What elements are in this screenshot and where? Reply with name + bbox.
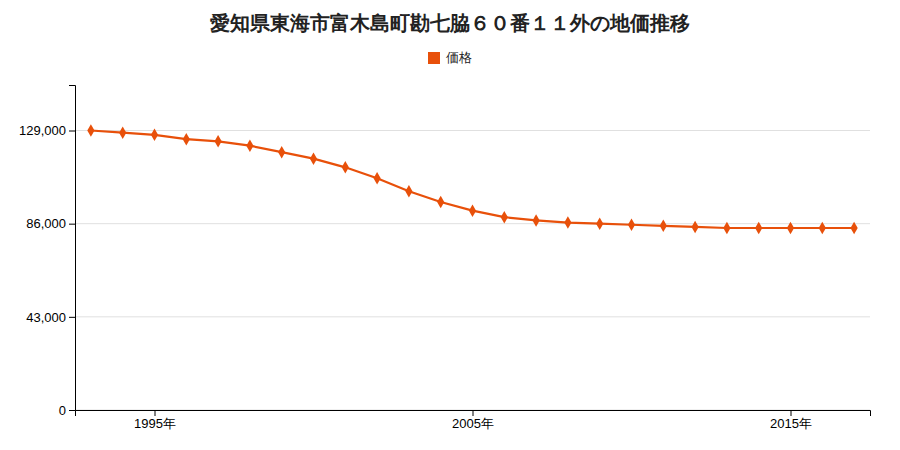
grid-line (75, 316, 870, 317)
point (660, 220, 667, 232)
point (501, 211, 508, 223)
tick: 86,000 (26, 216, 75, 231)
tick-mark (473, 410, 474, 416)
tick-label: 43,000 (26, 309, 66, 324)
tick-label: 2005年 (452, 416, 494, 431)
point (628, 219, 635, 231)
title: 愛知県東海市富木島町勘七脇６０番１１外の地価推移 (210, 11, 690, 35)
point (310, 152, 317, 164)
axis-line (69, 86, 76, 411)
x-axis: 1995年 2005年 2015年 (76, 410, 871, 431)
tick-label: 0 (59, 403, 66, 418)
point (373, 172, 380, 184)
point (691, 221, 698, 233)
line (91, 131, 854, 229)
point (850, 222, 857, 234)
y-axis: 0 43,000 86,000 129,000 (19, 86, 76, 418)
axis-line (76, 411, 871, 417)
grid (75, 131, 870, 411)
point (819, 222, 826, 234)
point (787, 222, 794, 234)
tick-label: 86,000 (26, 216, 66, 231)
grid-line (75, 223, 870, 224)
tick-mark (69, 317, 75, 318)
tick: 0 (59, 403, 75, 418)
tick-mark (69, 224, 75, 225)
point (596, 217, 603, 229)
point (532, 214, 539, 226)
plot: 1995年 2005年 2015年 0 43,000 86,000 129,000 (19, 86, 871, 432)
point (151, 129, 158, 141)
tick: 2015年 (770, 410, 812, 431)
tick: 1995年 (134, 410, 176, 431)
tick: 2005年 (452, 410, 494, 431)
marks (87, 124, 857, 234)
point (214, 135, 221, 147)
legend-label: 価格 (446, 50, 472, 65)
point (405, 185, 412, 197)
point (246, 139, 253, 151)
tick: 43,000 (26, 309, 75, 324)
point (278, 146, 285, 158)
tick-mark (69, 131, 75, 132)
tick-mark (791, 410, 792, 416)
point (183, 133, 190, 145)
point (723, 222, 730, 234)
point (342, 161, 349, 173)
point (87, 124, 94, 136)
chart: 愛知県東海市富木島町勘七脇６０番１１外の地価推移 1995年 2005年 2015年 0… (0, 0, 900, 450)
tick-mark (155, 410, 156, 416)
grid-line (75, 130, 870, 131)
tick-label: 2015年 (770, 416, 812, 431)
legend: 価格 (428, 50, 472, 65)
tick: 129,000 (19, 123, 75, 138)
point (119, 126, 126, 138)
legend-item: 価格 (428, 50, 472, 65)
tick-mark (69, 410, 75, 411)
point (469, 204, 476, 216)
point (564, 216, 571, 228)
tick-label: 1995年 (134, 416, 176, 431)
point (755, 222, 762, 234)
legend-swatch (428, 52, 440, 64)
tick-label: 129,000 (19, 123, 66, 138)
point (437, 196, 444, 208)
